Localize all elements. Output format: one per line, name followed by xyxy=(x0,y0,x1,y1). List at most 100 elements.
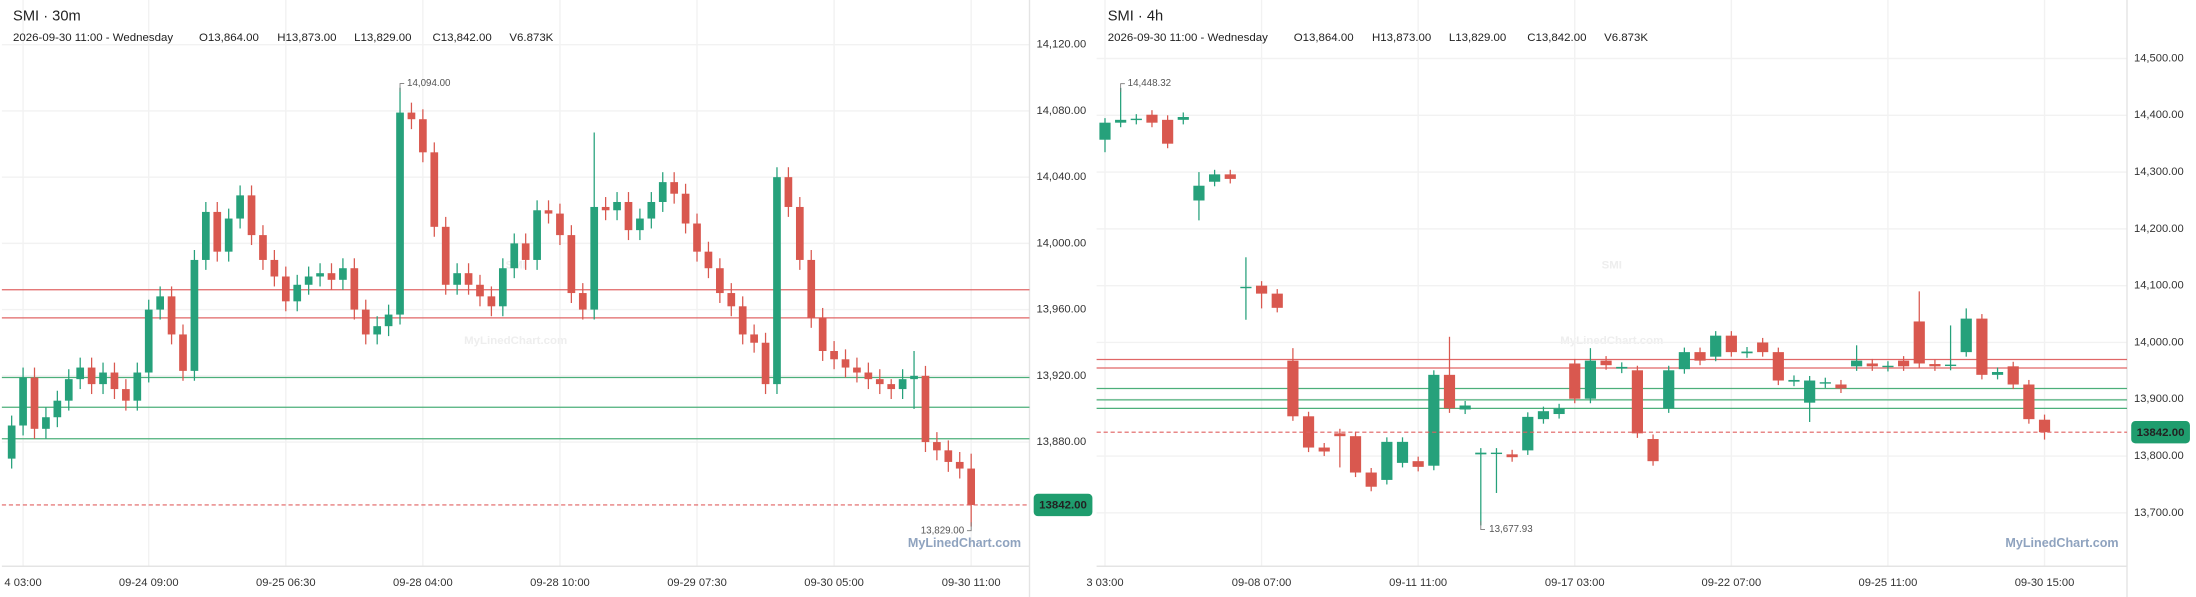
candle-body xyxy=(1913,321,1925,364)
candle-body xyxy=(1349,436,1362,473)
x-tick-label: 09-08 07:00 xyxy=(1232,577,1292,589)
y-tick-label: 13,920.00 xyxy=(1036,370,1086,382)
candle-body xyxy=(64,379,73,401)
candle-body xyxy=(236,195,244,219)
candle-body xyxy=(1209,174,1221,182)
candle-body xyxy=(1741,351,1753,354)
y-tick-label: 14,040.00 xyxy=(1036,171,1086,183)
candle-body xyxy=(419,119,427,153)
candle-body xyxy=(1772,352,1784,381)
candle-body xyxy=(750,334,758,343)
x-tick-label: 09-30 11:00 xyxy=(942,577,1001,589)
y-tick-label: 14,000.00 xyxy=(1036,237,1086,249)
candle-body xyxy=(316,273,324,277)
ohlcv-value: H13,873.00 xyxy=(1372,32,1431,44)
candle-body xyxy=(2023,384,2035,420)
candle-body xyxy=(384,314,393,327)
x-tick-label: 09-25 06:30 xyxy=(256,577,316,589)
candle-body xyxy=(1318,447,1330,452)
candle-body xyxy=(1537,411,1550,420)
price-badge xyxy=(1033,493,1093,517)
candle-body xyxy=(1694,352,1706,361)
candle-body xyxy=(2038,419,2051,433)
candle-body xyxy=(179,334,187,371)
x-tick-label: 3 03:00 xyxy=(1086,577,1123,589)
candle-body xyxy=(1710,335,1722,357)
datetime: 2026-09-30 11:00 - Wednesday xyxy=(1108,32,1268,44)
y-tick-label: 14,080.00 xyxy=(1036,105,1086,117)
candle-body xyxy=(887,384,896,390)
chart-title: SMI · 4h xyxy=(1108,9,1163,25)
candle-body xyxy=(7,425,16,459)
candle-body xyxy=(122,389,130,401)
ohlcv-value: V6.873K xyxy=(1604,32,1648,44)
candle-body xyxy=(1584,360,1597,399)
candle-body xyxy=(955,461,964,469)
candle-body xyxy=(761,342,770,385)
y-tick-label: 14,500.00 xyxy=(2134,52,2184,64)
candle-body xyxy=(304,276,313,285)
candle-body xyxy=(636,218,644,231)
candle-body xyxy=(213,211,222,252)
y-tick-label: 13,700.00 xyxy=(2134,507,2184,519)
candle-body xyxy=(841,359,850,368)
y-tick-label: 13,960.00 xyxy=(1036,304,1086,316)
candle-body xyxy=(1631,370,1643,434)
candle-body xyxy=(430,152,439,227)
candle-body xyxy=(727,293,736,307)
candle-body xyxy=(2007,366,2019,385)
high-annotation: 14,448.32 xyxy=(1128,78,1171,89)
x-tick-label: 09-25 11:00 xyxy=(1859,577,1918,589)
candle-body xyxy=(784,177,793,207)
x-tick-label: 09-22 07:00 xyxy=(1702,577,1762,589)
candle-body xyxy=(864,372,873,380)
candle-body xyxy=(1334,433,1346,437)
candle-body xyxy=(647,201,656,219)
candle-body xyxy=(1851,360,1863,367)
price-badge xyxy=(2131,421,2190,444)
datetime: 2026-09-30 11:00 - Wednesday xyxy=(13,32,173,44)
x-tick-label: 09-24 09:00 xyxy=(119,577,179,589)
attribution: MyLinedChart.com xyxy=(2005,536,2118,550)
attribution: MyLinedChart.com xyxy=(908,536,1021,550)
candle-body xyxy=(1663,370,1675,409)
candle-body xyxy=(270,259,279,277)
candle-body xyxy=(133,372,142,401)
y-tick-label: 14,100.00 xyxy=(2134,280,2184,292)
candle-body xyxy=(1522,416,1534,451)
candle-body xyxy=(1569,363,1581,399)
ohlcv-value: L13,829.00 xyxy=(1449,32,1506,44)
x-tick-label: 09-30 15:00 xyxy=(2015,577,2075,589)
candle-body xyxy=(259,235,267,260)
y-tick-label: 13,800.00 xyxy=(2134,450,2184,462)
candle-body xyxy=(521,243,530,260)
candle-body xyxy=(190,259,199,371)
candle-body xyxy=(201,211,210,260)
candle-body xyxy=(453,273,461,285)
candle-body xyxy=(670,182,679,194)
candle-body xyxy=(590,206,599,310)
y-tick-label: 13,900.00 xyxy=(2134,393,2184,405)
low-annotation: 13,677.93 xyxy=(1489,524,1532,535)
candle-body xyxy=(19,377,27,426)
candle-body xyxy=(716,268,724,294)
candle-body xyxy=(853,367,861,373)
ohlcv-value: H13,873.00 xyxy=(277,32,336,44)
candle-body xyxy=(533,210,541,260)
ohlcv-value: L13,829.00 xyxy=(354,32,411,44)
candle-body xyxy=(99,372,107,385)
candle-body xyxy=(1678,352,1690,370)
candle-body xyxy=(1506,454,1518,458)
candle-body xyxy=(1944,364,1957,367)
ohlcv-value: O13,864.00 xyxy=(1294,32,1354,44)
candle-body xyxy=(1819,382,1831,384)
y-tick-label: 13,880.00 xyxy=(1036,436,1086,448)
candle-body xyxy=(1381,441,1393,480)
candle-body xyxy=(1130,118,1142,121)
candle-body xyxy=(441,226,450,285)
candle-body xyxy=(1224,174,1236,179)
candle-body xyxy=(1757,342,1769,353)
candle-body xyxy=(464,273,473,285)
ohlcv-value: O13,864.00 xyxy=(199,32,259,44)
candle-body xyxy=(1162,119,1174,144)
